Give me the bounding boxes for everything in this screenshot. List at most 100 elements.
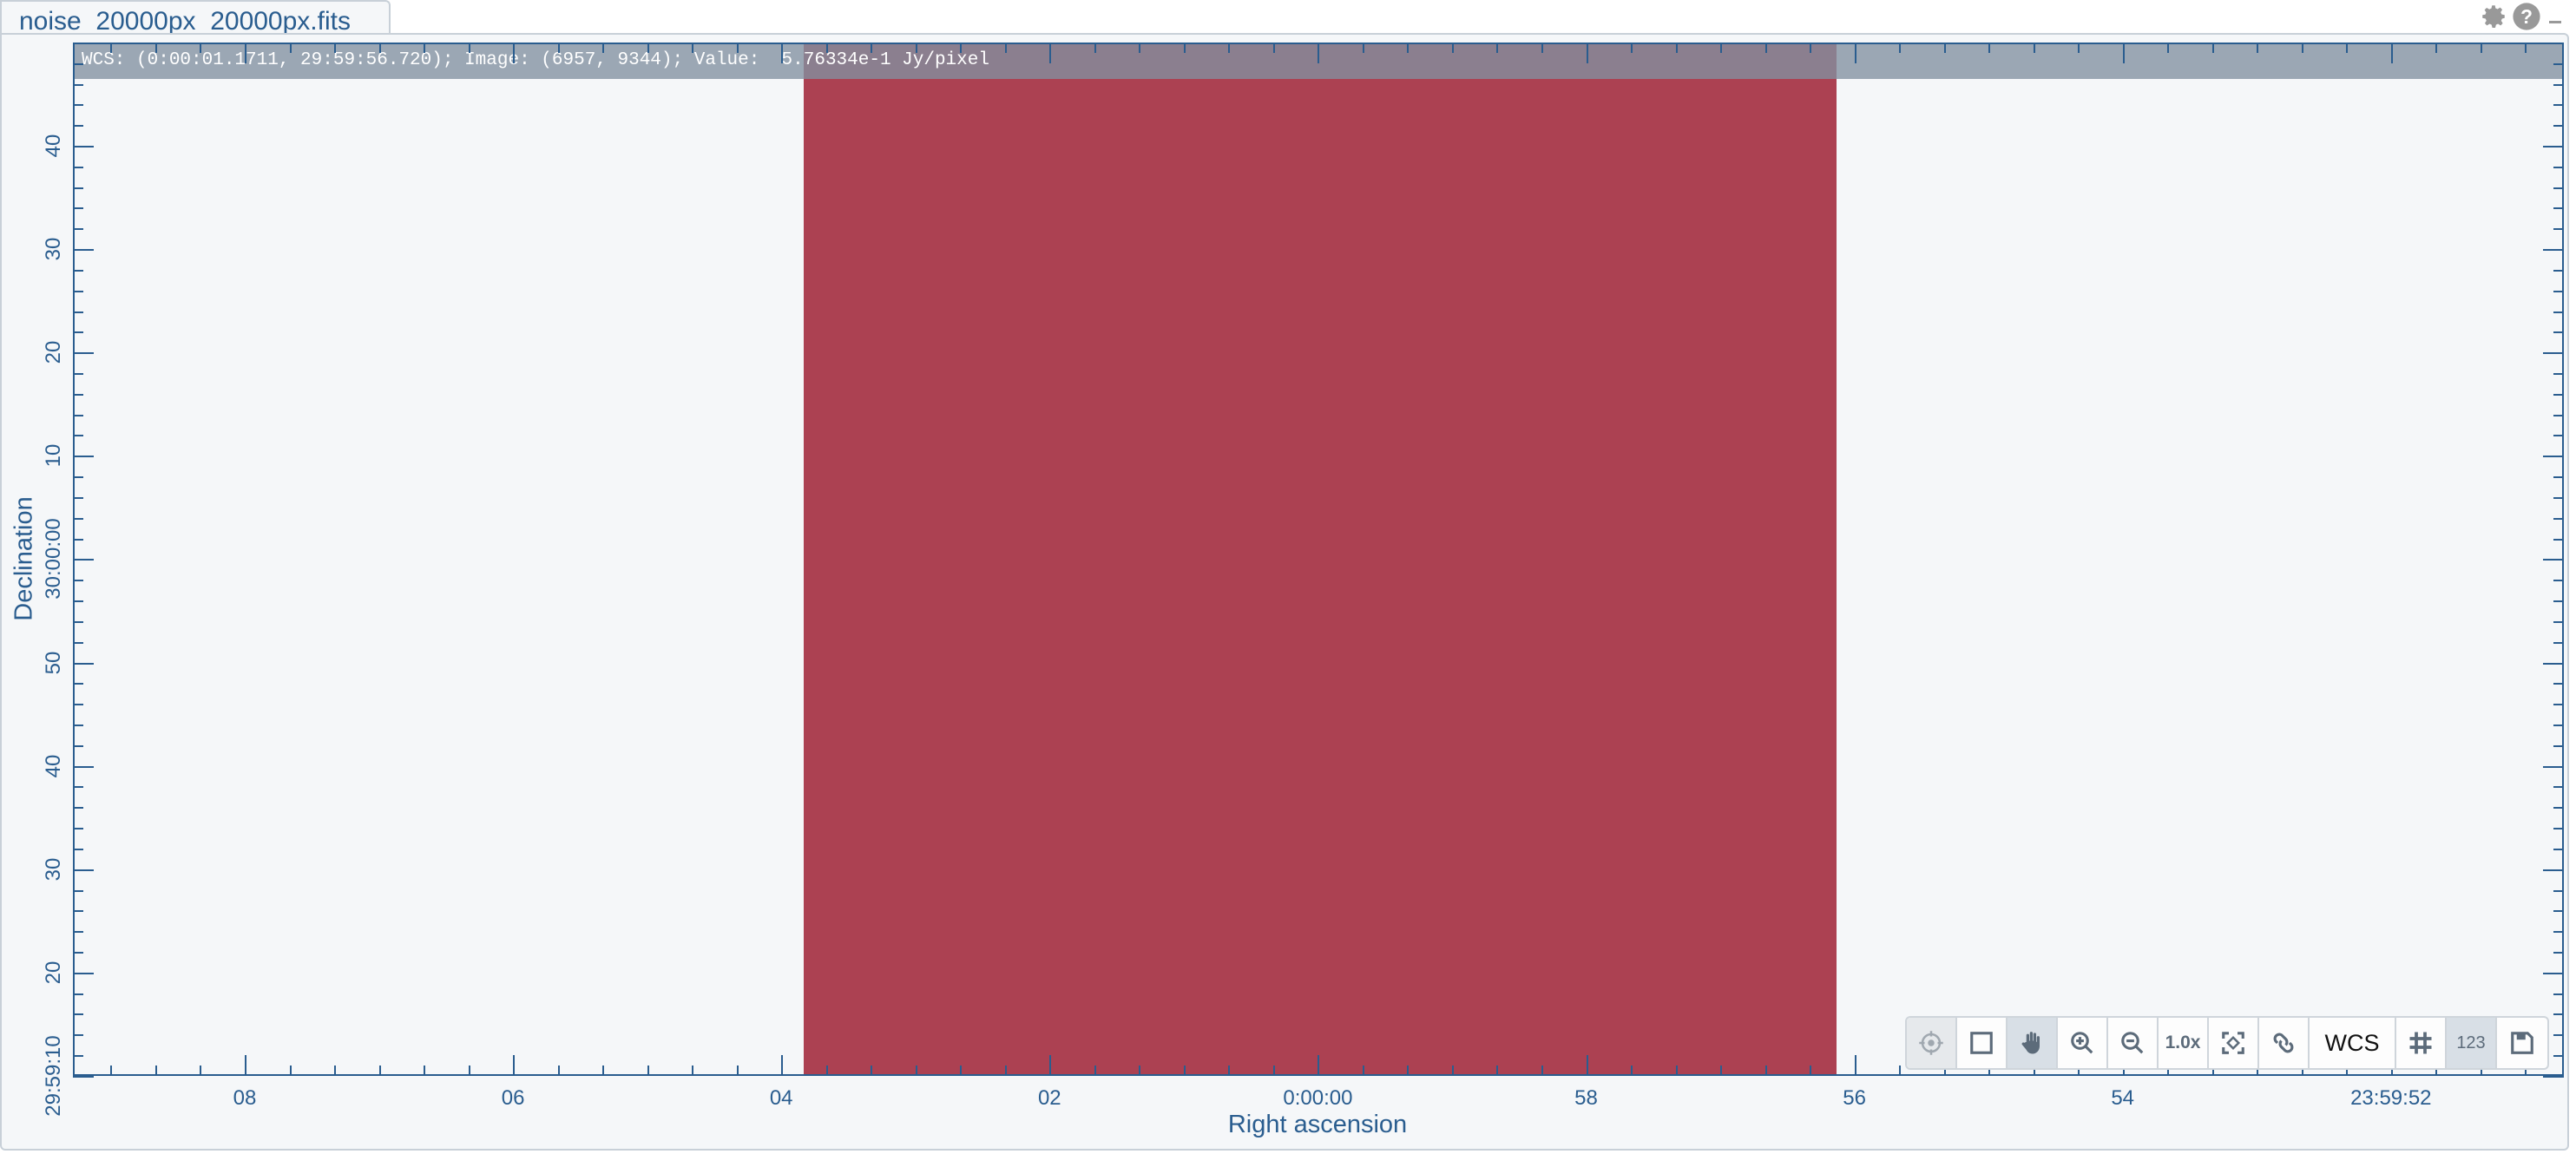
y-tick bbox=[73, 559, 94, 561]
y-tick-right bbox=[2553, 166, 2564, 168]
y-tick-right bbox=[2553, 207, 2564, 210]
x-tick-label: 58 bbox=[1574, 1086, 1598, 1110]
x-tick bbox=[1496, 1065, 1499, 1076]
help-icon[interactable]: ? bbox=[2512, 2, 2541, 31]
x-tick-top bbox=[2525, 43, 2527, 53]
y-tick bbox=[73, 352, 94, 355]
fit-button[interactable] bbox=[2209, 1018, 2259, 1068]
y-tick-right bbox=[2553, 620, 2564, 623]
gear-icon[interactable] bbox=[2479, 2, 2508, 31]
zoom-in-icon bbox=[2071, 1032, 2093, 1054]
x-tick bbox=[781, 1055, 784, 1076]
x-tick bbox=[557, 1065, 560, 1076]
x-tick bbox=[871, 1065, 873, 1076]
y-tick-right bbox=[2543, 869, 2564, 871]
x-tick bbox=[1764, 1065, 1767, 1076]
x-tick-top bbox=[736, 43, 739, 53]
x-tick-label: 04 bbox=[769, 1086, 793, 1110]
x-tick-top bbox=[289, 43, 292, 53]
y-tick bbox=[73, 311, 83, 313]
coordinate-system-button[interactable]: WCS bbox=[2310, 1018, 2396, 1068]
y-tick-right bbox=[2553, 931, 2564, 934]
x-tick-top bbox=[1631, 43, 1633, 53]
y-tick-right bbox=[2543, 456, 2564, 458]
zoom-in-button[interactable] bbox=[2058, 1018, 2108, 1068]
x-tick-top bbox=[871, 43, 873, 53]
x-tick-top bbox=[960, 43, 963, 53]
file-tab[interactable]: noise_20000px_20000px.fits bbox=[0, 0, 391, 36]
y-tick bbox=[73, 249, 94, 252]
x-tick bbox=[513, 1055, 516, 1076]
pixel-values-button[interactable]: 123 bbox=[2447, 1018, 2497, 1068]
zoom-out-button[interactable] bbox=[2108, 1018, 2159, 1068]
x-tick-top bbox=[1451, 43, 1454, 53]
grid-button[interactable] bbox=[2396, 1018, 2447, 1068]
y-tick-right bbox=[2553, 331, 2564, 334]
x-tick-top bbox=[1004, 43, 1007, 53]
x-tick bbox=[1810, 1065, 1812, 1076]
x-tick-top bbox=[1228, 43, 1231, 53]
x-tick-label: 06 bbox=[501, 1086, 525, 1110]
x-tick bbox=[468, 1065, 470, 1076]
y-tick bbox=[73, 724, 83, 726]
y-tick bbox=[73, 744, 83, 747]
y-tick-right bbox=[2553, 228, 2564, 231]
x-tick-top bbox=[2301, 43, 2303, 53]
x-tick bbox=[915, 1065, 917, 1076]
x-tick-top bbox=[825, 43, 828, 53]
save-button[interactable] bbox=[2497, 1018, 2547, 1068]
y-tick-right bbox=[2553, 393, 2564, 396]
region-button[interactable] bbox=[1957, 1018, 2008, 1068]
zoom-1x-button[interactable]: 1.0x bbox=[2159, 1018, 2209, 1068]
y-tick bbox=[73, 620, 83, 623]
x-tick-top bbox=[154, 43, 157, 53]
x-tick bbox=[960, 1065, 963, 1076]
x-tick-top bbox=[513, 43, 516, 63]
x-tick bbox=[1988, 1065, 1991, 1076]
y-tick bbox=[73, 125, 83, 128]
pan-button[interactable] bbox=[2008, 1018, 2058, 1068]
x-tick-top bbox=[200, 43, 202, 53]
x-tick bbox=[2525, 1065, 2527, 1076]
y-tick-right bbox=[2553, 828, 2564, 830]
y-tick-right bbox=[2553, 744, 2564, 747]
y-tick-label: 29:59:10 bbox=[42, 1035, 65, 1117]
y-tick-right bbox=[2543, 352, 2564, 355]
x-tick-label: 54 bbox=[2111, 1086, 2135, 1110]
y-tick-label: 30 bbox=[42, 237, 65, 261]
y-tick bbox=[73, 331, 83, 334]
y-tick-right bbox=[2553, 600, 2564, 603]
cursor-info-bar: WCS: (0:00:01.1711, 29:59:56.720); Image… bbox=[75, 44, 2562, 79]
y-tick-label: 30 bbox=[42, 857, 65, 882]
y-tick bbox=[73, 580, 83, 582]
y-tick bbox=[73, 62, 83, 65]
x-tick bbox=[647, 1065, 649, 1076]
x-tick bbox=[1451, 1065, 1454, 1076]
x-tick-top bbox=[1675, 43, 1678, 53]
x-tick bbox=[154, 1065, 157, 1076]
image-toolbar: 1.0x WCS 123 bbox=[1905, 1016, 2549, 1070]
y-tick bbox=[73, 166, 83, 168]
link-button[interactable] bbox=[2259, 1018, 2310, 1068]
x-tick-top bbox=[781, 43, 784, 63]
crosshair-button[interactable] bbox=[1907, 1018, 1957, 1068]
x-tick bbox=[2301, 1065, 2303, 1076]
y-tick bbox=[73, 83, 83, 86]
y-tick-right bbox=[2543, 972, 2564, 974]
crosshair-icon bbox=[1919, 1031, 1943, 1055]
y-tick bbox=[73, 972, 94, 974]
minimize-icon[interactable] bbox=[2545, 2, 2567, 31]
image-canvas[interactable]: WCS: (0:00:01.1711, 29:59:56.720); Image… bbox=[73, 43, 2564, 1076]
x-tick bbox=[2346, 1065, 2349, 1076]
y-tick-right bbox=[2543, 146, 2564, 148]
x-tick-top bbox=[1810, 43, 1812, 53]
y-tick bbox=[73, 228, 83, 231]
x-tick-top bbox=[1094, 43, 1096, 53]
y-tick-right bbox=[2553, 1055, 2564, 1058]
x-tick bbox=[1094, 1065, 1096, 1076]
y-tick-right bbox=[2553, 683, 2564, 685]
x-tick-top bbox=[334, 43, 337, 53]
x-tick-top bbox=[1318, 43, 1320, 63]
x-tick-top bbox=[1049, 43, 1052, 63]
window-controls: ? bbox=[2479, 2, 2567, 31]
